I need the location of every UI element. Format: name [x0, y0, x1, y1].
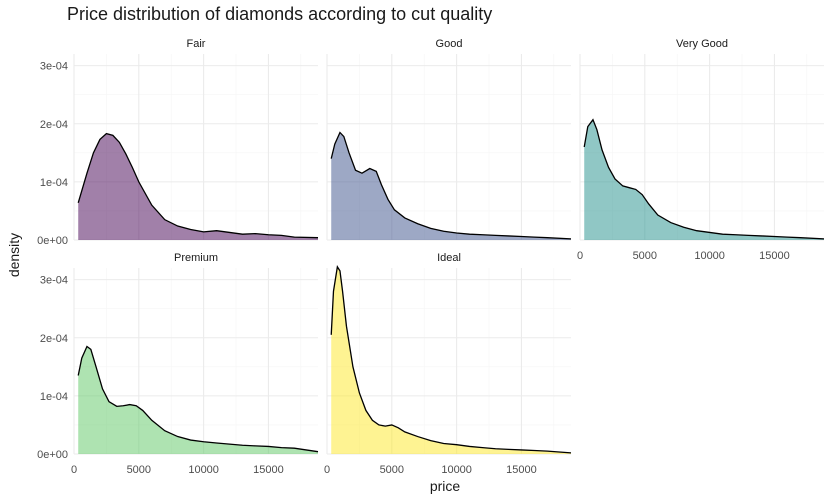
density-area-good: [331, 132, 571, 240]
y-tick-label: 2e-04: [40, 333, 68, 345]
facet-fair: Fair 0e+00 1e-04 2e-04 3e-04: [37, 38, 319, 247]
x-tick-label: 15000: [253, 464, 284, 476]
facet-good: Good: [326, 38, 572, 241]
y-tick-label: 0e+00: [37, 449, 68, 461]
x-tick-label: 15000: [759, 250, 790, 262]
facet-ideal: Ideal 0 5000 10000 15000: [324, 252, 572, 476]
y-tick-label: 3e-04: [40, 275, 68, 287]
facet-label-premium: Premium: [174, 252, 218, 264]
density-curve-fair: [77, 132, 319, 239]
density-curve-premium: [77, 345, 319, 453]
x-tick-label: 10000: [188, 464, 219, 476]
density-area-ideal: [331, 266, 571, 454]
y-tick-label: 1e-04: [40, 391, 68, 403]
x-tick-label: 5000: [633, 250, 657, 262]
x-tick-label: 10000: [694, 250, 725, 262]
x-tick-label: 0: [71, 464, 77, 476]
density-area-fair: [78, 133, 318, 240]
y-tick-label: 3e-04: [40, 61, 68, 73]
density-area-premium: [78, 346, 318, 454]
facet-label-fair: Fair: [187, 38, 206, 50]
y-tick-label: 1e-04: [40, 177, 68, 189]
facet-very-good: Very Good 0 5000 10000 15000: [577, 38, 825, 262]
facet-label-good: Good: [436, 38, 463, 50]
facet-panels: Fair 0e+00 1e-04 2e-04 3e-04 Good Very Good 0 50…: [37, 38, 825, 476]
x-axis-title: price: [430, 478, 461, 494]
density-area-very-good: [584, 119, 824, 240]
facet-premium: Premium 0e+00 1e-04 2e-04 3e-04 0 5000 10000 150…: [37, 252, 319, 476]
x-tick-label: 0: [324, 464, 330, 476]
facet-label-very-good: Very Good: [676, 38, 728, 50]
x-tick-label: 5000: [127, 464, 151, 476]
y-tick-label: 0e+00: [37, 235, 68, 247]
y-axis-title: density: [6, 233, 22, 277]
density-curve-very-good: [583, 118, 825, 240]
facet-label-ideal: Ideal: [437, 252, 461, 264]
x-tick-label: 0: [577, 250, 583, 262]
chart-title: Price distribution of diamonds according…: [67, 4, 492, 24]
y-tick-label: 2e-04: [40, 119, 68, 131]
x-tick-label: 5000: [380, 464, 404, 476]
density-curve-good: [330, 131, 572, 240]
density-curve-ideal: [330, 265, 572, 454]
x-tick-label: 15000: [506, 464, 537, 476]
x-tick-label: 10000: [441, 464, 472, 476]
